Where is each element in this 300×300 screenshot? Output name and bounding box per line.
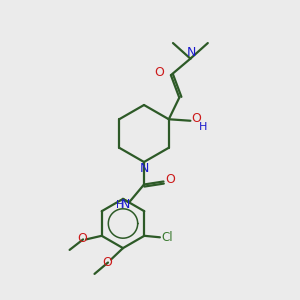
Text: N: N [186, 46, 196, 59]
Text: O: O [191, 112, 201, 125]
Text: N: N [139, 162, 149, 175]
Text: N: N [120, 197, 130, 211]
Text: O: O [165, 173, 175, 186]
Text: Cl: Cl [162, 231, 173, 244]
Text: O: O [78, 232, 87, 245]
Text: O: O [103, 256, 112, 269]
Text: H: H [199, 122, 207, 132]
Text: H: H [116, 200, 123, 210]
Text: O: O [154, 66, 164, 79]
